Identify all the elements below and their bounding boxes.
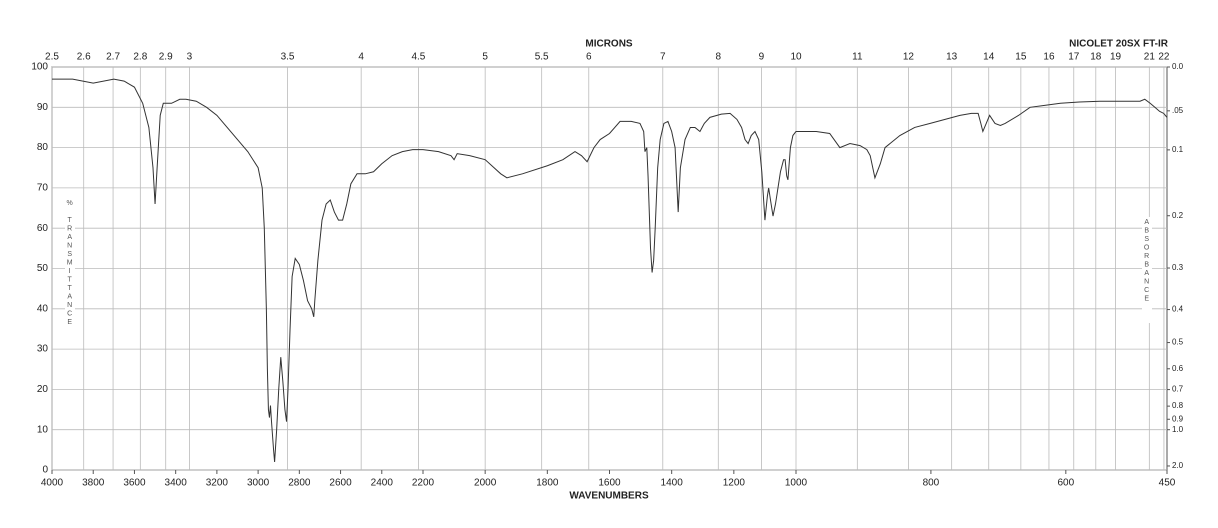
x2-tick-label: 2.5: [45, 52, 59, 63]
y2-tick-label: 0.3: [1172, 263, 1184, 272]
y2-tick-label: 0.0: [1172, 62, 1184, 71]
x2-tick-label: 22: [1158, 52, 1170, 63]
x-tick-label: 3600: [123, 478, 146, 489]
y-tick-label: 30: [37, 344, 49, 355]
x2-tick-label: 7: [660, 52, 666, 63]
x-tick-label: 2200: [412, 478, 435, 489]
x2-tick-label: 11: [852, 52, 863, 63]
x2-tick-label: 14: [983, 52, 995, 63]
x2-tick-label: 5: [482, 52, 488, 63]
x2-tick-label: 2.8: [133, 52, 147, 63]
x-tick-label: 1400: [661, 478, 684, 489]
x2-tick-label: 6: [586, 52, 592, 63]
label-backdrop: [1142, 217, 1152, 323]
y2-tick-label: 0.1: [1172, 145, 1184, 154]
y-axis-label: % TRANSMITTANCE: [66, 200, 73, 328]
spectrum-line: [52, 78, 1168, 462]
y-tick-label: 70: [37, 183, 49, 194]
x-tick-label: 1800: [536, 478, 559, 489]
x-tick-label: 1000: [785, 478, 808, 489]
chart-title: NICOLET 20SX FT-IR: [1069, 39, 1169, 50]
y-tick-label: 90: [37, 102, 49, 113]
y-tick-label: 10: [37, 424, 49, 435]
x2-tick-label: 2.9: [159, 52, 173, 63]
y-tick-label: 60: [37, 223, 49, 234]
x2-tick-label: 2.6: [77, 52, 91, 63]
x2-tick-label: 4.5: [411, 52, 425, 63]
y2-axis-label: ABSORBANCE: [1143, 219, 1150, 304]
x-tick-label: 1200: [723, 478, 746, 489]
x-tick-label: 2000: [474, 478, 497, 489]
label-backdrop: [65, 198, 75, 344]
x-tick-label: 1600: [598, 478, 621, 489]
y2-tick-label: .05: [1172, 106, 1184, 115]
x2-tick-label: 8: [716, 52, 722, 63]
x2-tick-label: 18: [1090, 52, 1102, 63]
y-tick-label: 0: [42, 465, 48, 476]
x-tick-label: 800: [923, 478, 940, 489]
x-tick-label: 600: [1057, 478, 1074, 489]
y2-tick-label: 0.6: [1172, 364, 1184, 373]
x-tick-label: 450: [1159, 478, 1176, 489]
x2-tick-label: 21: [1144, 52, 1156, 63]
x2-axis-label: MICRONS: [585, 39, 633, 50]
x2-tick-label: 12: [903, 52, 915, 63]
x2-tick-label: 9: [759, 52, 765, 63]
x-tick-label: 3800: [82, 478, 105, 489]
x-tick-label: 3200: [206, 478, 229, 489]
y2-tick-label: 1.0: [1172, 425, 1184, 434]
y2-tick-label: 0.2: [1172, 211, 1184, 220]
y-tick-label: 20: [37, 384, 49, 395]
y2-tick-label: 0.8: [1172, 401, 1184, 410]
x2-tick-label: 2.7: [106, 52, 120, 63]
y2-tick-label: 2.0: [1172, 461, 1184, 470]
x2-tick-label: 19: [1110, 52, 1122, 63]
x2-tick-label: 5.5: [535, 52, 549, 63]
x-tick-label: 2600: [329, 478, 352, 489]
x2-tick-label: 3: [187, 52, 193, 63]
x2-tick-label: 13: [946, 52, 958, 63]
x2-tick-label: 17: [1068, 52, 1080, 63]
x2-tick-label: 3.5: [281, 52, 295, 63]
x-tick-label: 4000: [41, 478, 64, 489]
y2-tick-label: 0.5: [1172, 338, 1184, 347]
y-tick-label: 50: [37, 263, 49, 274]
y2-tick-label: 0.4: [1172, 305, 1184, 314]
y2-tick-label: 0.9: [1172, 414, 1184, 423]
x-tick-label: 2800: [288, 478, 311, 489]
y2-tick-label: 0.7: [1172, 385, 1184, 394]
x2-tick-label: 15: [1015, 52, 1027, 63]
x-tick-label: 3000: [247, 478, 270, 489]
x2-tick-label: 10: [790, 52, 802, 63]
x2-tick-label: 16: [1043, 52, 1055, 63]
x-tick-label: 3400: [165, 478, 188, 489]
x-axis-label: WAVENUMBERS: [569, 491, 649, 502]
x-tick-label: 2400: [371, 478, 394, 489]
y-tick-label: 100: [31, 62, 48, 73]
x2-tick-label: 4: [358, 52, 364, 63]
y-tick-label: 80: [37, 142, 49, 153]
y-tick-label: 40: [37, 303, 49, 314]
